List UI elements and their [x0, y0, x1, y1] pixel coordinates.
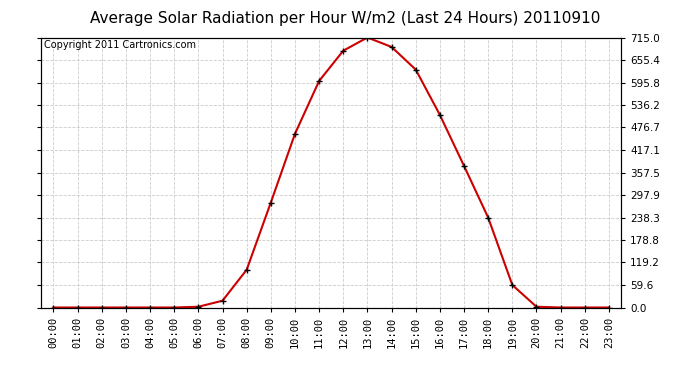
Text: Average Solar Radiation per Hour W/m2 (Last 24 Hours) 20110910: Average Solar Radiation per Hour W/m2 (L… [90, 11, 600, 26]
Text: Copyright 2011 Cartronics.com: Copyright 2011 Cartronics.com [44, 40, 196, 50]
